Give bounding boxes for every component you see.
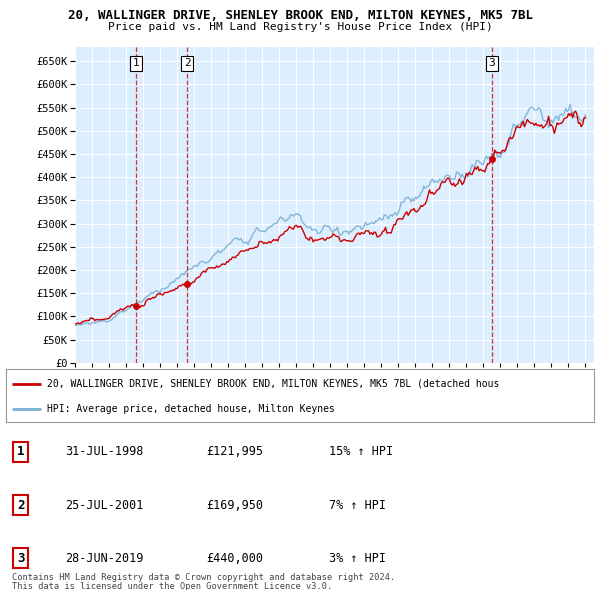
Text: 31-JUL-1998: 31-JUL-1998 [65, 445, 143, 458]
Text: £121,995: £121,995 [206, 445, 263, 458]
Text: Price paid vs. HM Land Registry's House Price Index (HPI): Price paid vs. HM Land Registry's House … [107, 22, 493, 32]
Text: 1: 1 [17, 445, 25, 458]
Text: 20, WALLINGER DRIVE, SHENLEY BROOK END, MILTON KEYNES, MK5 7BL (detached hous: 20, WALLINGER DRIVE, SHENLEY BROOK END, … [47, 379, 500, 389]
Text: Contains HM Land Registry data © Crown copyright and database right 2024.: Contains HM Land Registry data © Crown c… [12, 573, 395, 582]
Text: 7% ↑ HPI: 7% ↑ HPI [329, 499, 386, 512]
Text: 15% ↑ HPI: 15% ↑ HPI [329, 445, 394, 458]
Text: 28-JUN-2019: 28-JUN-2019 [65, 552, 143, 565]
Text: 1: 1 [133, 58, 139, 68]
Text: £440,000: £440,000 [206, 552, 263, 565]
Text: 25-JUL-2001: 25-JUL-2001 [65, 499, 143, 512]
Text: 2: 2 [17, 499, 25, 512]
Text: 20, WALLINGER DRIVE, SHENLEY BROOK END, MILTON KEYNES, MK5 7BL: 20, WALLINGER DRIVE, SHENLEY BROOK END, … [67, 9, 533, 22]
Text: 2: 2 [184, 58, 190, 68]
Text: 3% ↑ HPI: 3% ↑ HPI [329, 552, 386, 565]
Text: £169,950: £169,950 [206, 499, 263, 512]
Text: HPI: Average price, detached house, Milton Keynes: HPI: Average price, detached house, Milt… [47, 404, 335, 414]
Text: 3: 3 [488, 58, 495, 68]
Text: This data is licensed under the Open Government Licence v3.0.: This data is licensed under the Open Gov… [12, 582, 332, 590]
Text: 3: 3 [17, 552, 25, 565]
